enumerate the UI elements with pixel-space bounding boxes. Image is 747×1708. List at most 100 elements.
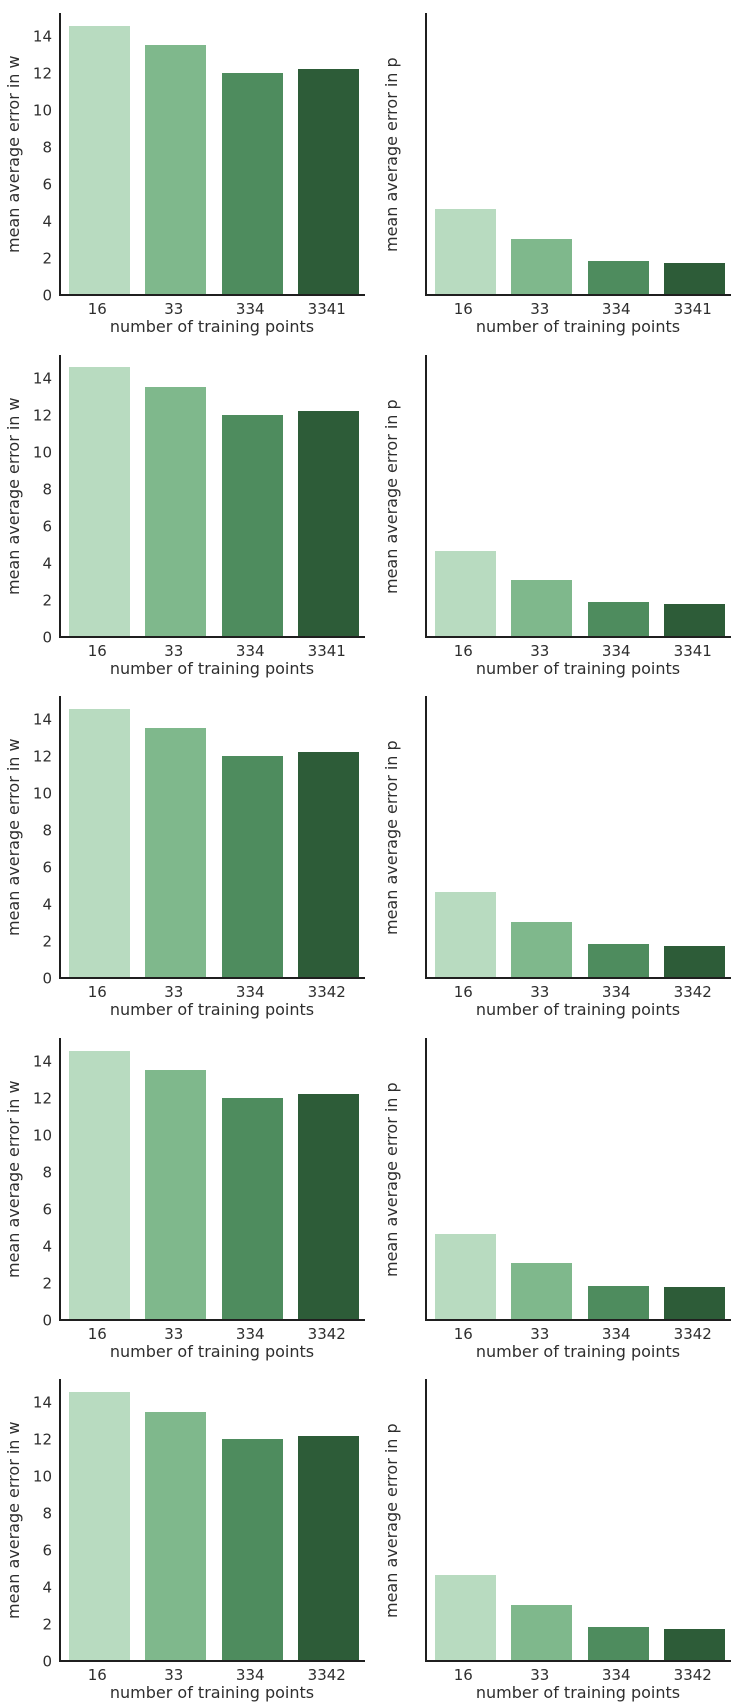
x-axis-label: number of training points [475,658,681,678]
bar-3342 [298,1094,360,1319]
subplot-row1-w: mean average error in w 0 2 4 6 8 10 12 14 16 33 33… [0,0,374,342]
bar-33 [511,921,573,978]
plot-area [59,1379,365,1663]
y-tick-label: 4 [42,1578,52,1597]
bar-33 [145,386,207,636]
subplot-row3-w: mean average error in w 0 2 4 6 8 10 12 14 16 33 33… [0,683,374,1025]
bar-334 [587,260,649,294]
bar-33 [145,728,207,978]
y-tick-label: 14 [32,1393,52,1412]
x-tick-label: 33 [164,983,184,1002]
y-tick-label: 10 [32,443,52,462]
bar-33 [511,580,573,636]
x-axis-label: number of training points [109,1341,315,1361]
bar-3341 [664,604,726,636]
plot-area [425,13,731,296]
y-tick-label: 0 [42,628,52,647]
y-tick-label: 4 [42,895,52,914]
x-tick-label: 33 [530,983,550,1002]
plot-area [59,13,365,296]
subplot-row4-p: mean average error in p 16 33 334 3342 number… [374,1025,747,1367]
x-tick-label: 3342 [307,1666,346,1685]
subplot-row1-p: mean average error in p 16 33 334 3341 number… [374,0,747,342]
bar-16 [434,1575,496,1661]
y-axis-label: mean average error in p [381,398,401,594]
x-tick-label: 16 [87,983,107,1002]
y-tick-label: 12 [32,406,52,425]
subplot-row5-p: mean average error in p 16 33 334 3342 number… [374,1366,747,1708]
x-tick-label: 33 [164,300,184,318]
bar-33 [145,1411,207,1661]
plot-area [425,1037,731,1321]
y-tick-label: 12 [32,1430,52,1449]
plot-area [59,696,365,980]
y-tick-label: 0 [42,286,52,305]
x-tick-label: 3342 [673,983,712,1002]
bar-3341 [664,262,726,294]
y-tick-label: 2 [42,1615,52,1634]
y-tick-label: 0 [42,969,52,988]
y-tick-label: 10 [32,1467,52,1486]
bar-334 [587,602,649,636]
y-tick-label: 2 [42,932,52,951]
x-tick-label: 3341 [673,641,712,660]
x-tick-label: 16 [87,300,107,318]
x-tick-label: 33 [164,1324,184,1343]
x-tick-label: 3342 [307,1324,346,1343]
y-tick-label: 6 [42,1541,52,1560]
bar-334 [221,1439,283,1661]
y-tick-label: 10 [32,784,52,803]
x-tick-label: 33 [164,1666,184,1685]
x-tick-label: 16 [87,1324,107,1343]
x-tick-label: 33 [530,300,550,318]
bar-3341 [298,69,360,294]
bar-334 [221,756,283,978]
plot-area [425,696,731,980]
y-tick-label: 8 [42,480,52,499]
y-axis-label: mean average error in p [381,57,401,252]
x-tick-label: 16 [453,1666,473,1685]
y-tick-label: 6 [42,517,52,536]
y-tick-label: 4 [42,212,52,231]
subplot-row2-p: mean average error in p 16 33 334 3341 number… [374,342,747,684]
y-tick-label: 14 [32,1052,52,1071]
y-tick-label: 6 [42,858,52,877]
y-tick-label: 10 [32,1126,52,1145]
y-tick-label: 12 [32,747,52,766]
x-axis-label: number of training points [475,1341,681,1361]
y-tick-label: 12 [32,64,52,83]
y-tick-label: 0 [42,1652,52,1671]
x-axis-label: number of training points [109,658,315,678]
x-tick-label: 3341 [307,300,346,318]
y-tick-label: 4 [42,1237,52,1256]
subplot-row2-w: mean average error in w 0 2 4 6 8 10 12 14 16 33 33… [0,342,374,684]
bar-334 [587,1627,649,1661]
x-axis-label: number of training points [109,317,315,336]
chart-row-1: mean average error in w 0 2 4 6 8 10 12 14 16 33 33… [0,0,747,342]
y-tick-label: 2 [42,1274,52,1293]
x-tick-label: 33 [530,641,550,660]
subplot-row3-p: mean average error in p 16 33 334 3342 number… [374,683,747,1025]
x-tick-label: 3342 [673,1666,712,1685]
x-tick-label: 334 [235,1324,265,1343]
x-tick-label: 16 [453,1324,473,1343]
x-tick-label: 33 [530,1666,550,1685]
x-tick-label: 334 [601,300,631,318]
x-tick-label: 16 [87,1666,107,1685]
bar-16 [434,550,496,636]
y-tick-label: 14 [32,369,52,388]
bar-16 [68,1050,130,1319]
x-axis-label: number of training points [109,1683,315,1703]
bar-33 [145,45,207,294]
bar-3342 [298,1435,360,1661]
y-axis-label: mean average error in p [381,1081,401,1277]
chart-row-5: mean average error in w 0 2 4 6 8 10 12 14 16 33 33… [0,1366,747,1708]
bar-334 [221,1097,283,1319]
x-axis-label: number of training points [109,1000,315,1020]
y-tick-label: 8 [42,1504,52,1523]
plot-area [425,1379,731,1663]
y-tick-label: 6 [42,175,52,194]
x-axis-label: number of training points [475,317,681,336]
x-tick-label: 3342 [673,1324,712,1343]
bar-16 [434,208,496,294]
